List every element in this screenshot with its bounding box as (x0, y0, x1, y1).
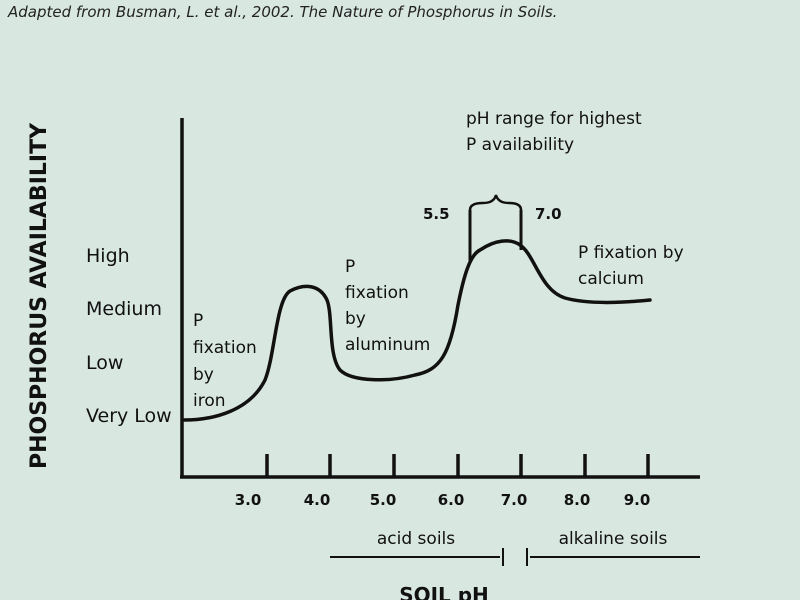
soil-range-lines (330, 548, 700, 566)
annotation-line: iron (193, 391, 226, 411)
optimal-range-bracket (468, 194, 523, 262)
annotation-line: P (193, 311, 203, 331)
y-axis-title: PHOSPHORUS AVAILABILITY (27, 122, 52, 469)
annotation-line: aluminum (345, 335, 430, 355)
annotation-line: calcium (578, 269, 644, 289)
annotation-line: fixation (193, 338, 257, 358)
annotation-line: P fixation by (578, 243, 684, 263)
bracket-label-high: 7.0 (535, 205, 562, 223)
x-tick-label: 5.0 (370, 491, 397, 509)
y-level-high: High (86, 245, 130, 267)
annotation-calcium: P fixation by calcium (578, 243, 689, 289)
x-tick-label: 3.0 (235, 491, 262, 509)
annotation-iron: P fixation by iron (193, 311, 262, 411)
annotation-line: P availability (466, 135, 574, 155)
bracket-label-low: 5.5 (423, 205, 450, 223)
annotation-aluminum: P fixation by aluminum (345, 257, 430, 355)
annotation-line: pH range for highest (466, 109, 642, 129)
soil-range-alkaline: alkaline soils (559, 529, 668, 549)
annotation-line: by (345, 309, 366, 329)
annotation-line: by (193, 365, 214, 385)
x-tick-label: 9.0 (624, 491, 651, 509)
soil-range-acid: acid soils (377, 529, 455, 549)
x-axis-title: SOIL pH (399, 583, 489, 600)
x-tick-label: 4.0 (304, 491, 331, 509)
bracket-brace (468, 194, 523, 211)
x-tick-marks (265, 454, 650, 477)
annotation-highest-availability: pH range for highest P availability (466, 109, 647, 155)
x-tick-label: 6.0 (438, 491, 465, 509)
y-level-low: Low (86, 352, 123, 374)
x-tick-label: 7.0 (501, 491, 528, 509)
source-citation: Adapted from Busman, L. et al., 2002. Th… (7, 3, 557, 21)
y-level-medium: Medium (86, 298, 162, 320)
x-tick-label: 8.0 (564, 491, 591, 509)
y-level-very-low: Very Low (86, 405, 172, 427)
annotation-line: fixation (345, 283, 409, 303)
annotation-line: P (345, 257, 355, 277)
availability-curve (182, 239, 652, 422)
